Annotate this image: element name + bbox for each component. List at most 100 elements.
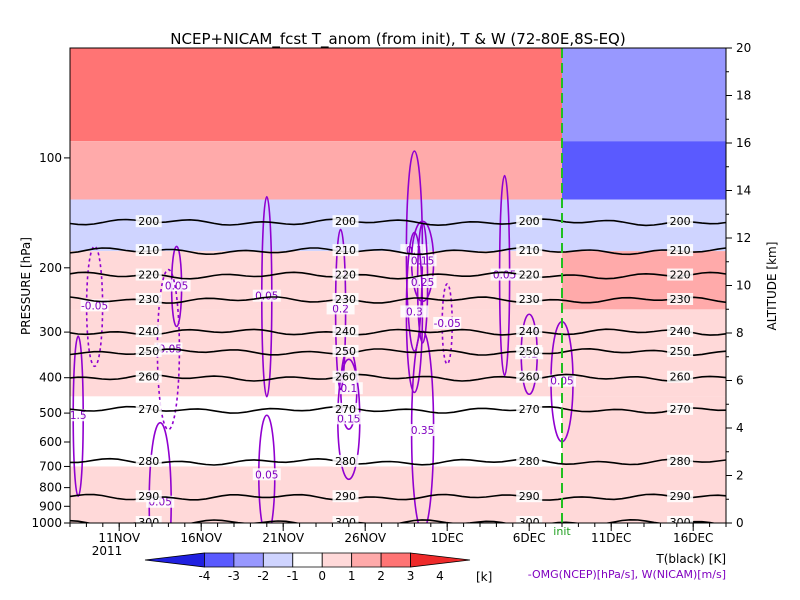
temperature-label-bg <box>516 370 543 383</box>
colorbar-tick-label: 2 <box>377 569 385 583</box>
temperature-label-260: 260 <box>670 371 691 384</box>
chart-title: NCEP+NICAM_fcst T_anom (from init), T & … <box>170 30 625 49</box>
temperature-contour-280 <box>70 457 726 466</box>
temperature-label-200: 200 <box>335 215 356 228</box>
anomaly-band-post-0 <box>562 48 726 142</box>
w-label: 0.05 <box>165 280 188 292</box>
altitude-tick-label: 12 <box>736 231 751 245</box>
colorbar-swatch <box>410 552 471 568</box>
colorbar-tick-label: 1 <box>348 569 356 583</box>
w-label-bg <box>400 305 429 318</box>
w-label: 0.2 <box>332 303 349 315</box>
colorbar: -4 -3 -2 -1 0 1 2 3 4 <box>144 552 471 583</box>
temperature-label-210: 210 <box>670 244 691 257</box>
legend-temperature: T(black) [K] <box>655 552 726 566</box>
temperature-label-260: 260 <box>335 371 356 384</box>
pressure-axis-label: PRESSURE [hPa] <box>19 237 33 335</box>
w-label: 0.3 <box>406 306 423 318</box>
w-label-bg <box>334 412 363 425</box>
w-label: 0.1 <box>340 383 357 395</box>
altitude-tick-label: 20 <box>736 41 751 55</box>
w-label: 1.5 <box>70 410 87 422</box>
pressure-tick-label: 700 <box>39 459 62 473</box>
temperature-label-220: 220 <box>519 269 540 282</box>
pressure-tick-label: 900 <box>39 499 62 513</box>
temperature-label-200: 200 <box>670 215 691 228</box>
temperature-label-bg <box>332 244 359 257</box>
temperature-label-bg <box>135 325 162 338</box>
temperature-label-bg <box>516 454 543 467</box>
temperature-label-bg <box>332 215 359 228</box>
temperature-label-290: 290 <box>519 490 540 503</box>
x-axis: 11NOV 16NOV 21NOV 26NOV 1DEC 6DEC 11DEC 16DEC <box>69 523 727 545</box>
temperature-label-bg <box>135 454 162 467</box>
temperature-contour-260 <box>70 373 726 382</box>
temperature-label-bg <box>332 344 359 357</box>
pressure-tick-label: 300 <box>39 325 62 339</box>
temperature-label-300: 300 <box>138 516 159 529</box>
w-label: 0.05 <box>493 270 516 282</box>
altitude-tick-label: 14 <box>736 184 751 198</box>
anomaly-band-pre-1 <box>70 141 562 200</box>
temperature-label-bg <box>516 402 543 415</box>
temperature-label-290: 290 <box>670 490 691 503</box>
w-label-bg <box>326 302 355 315</box>
temperature-label-240: 240 <box>670 325 691 338</box>
temperature-label-bg <box>667 370 694 383</box>
anomaly-band-post-3 <box>562 251 726 310</box>
temperature-label-bg <box>135 516 162 523</box>
temperature-label-bg <box>135 490 162 503</box>
temperature-label-bg <box>667 292 694 305</box>
w-label: 0.35 <box>411 425 434 437</box>
temperature-label-bg <box>667 244 694 257</box>
w-label-bg <box>408 424 437 437</box>
temperature-label-bg <box>332 490 359 503</box>
temperature-contour-200 <box>70 218 726 227</box>
w-label-bg <box>408 254 437 267</box>
temperature-label-bg <box>516 490 543 503</box>
w-label: -0.05 <box>434 318 461 330</box>
temperature-label-230: 230 <box>335 293 356 306</box>
temperature-label-bg <box>332 370 359 383</box>
temperature-label-280: 280 <box>335 455 356 468</box>
temperature-label-210: 210 <box>519 244 540 257</box>
temperature-label-bg <box>667 268 694 281</box>
temperature-label-bg <box>516 516 543 523</box>
w-label: -0.05 <box>81 300 108 312</box>
pressure-tick-label: 200 <box>39 261 62 275</box>
temperature-label-bg <box>332 268 359 281</box>
temperature-label-240: 240 <box>138 325 159 338</box>
temperature-label-270: 270 <box>138 403 159 416</box>
w-label-bg <box>70 409 93 422</box>
temperature-label-250: 250 <box>335 345 356 358</box>
temperature-label-bg <box>332 325 359 338</box>
temperature-label-210: 210 <box>335 244 356 257</box>
colorbar-swatch <box>144 552 205 568</box>
temperature-label-bg <box>135 215 162 228</box>
temperature-contour-220 <box>70 271 726 280</box>
temperature-label-300: 300 <box>335 516 356 529</box>
x-tick-label: 26NOV <box>344 531 386 545</box>
anomaly-band-post-4 <box>562 309 726 397</box>
temperature-label-bg <box>667 490 694 503</box>
altitude-tick-label: 0 <box>736 516 744 530</box>
anomaly-band-pre-0 <box>70 48 562 142</box>
temperature-label-200: 200 <box>519 215 540 228</box>
temperature-label-bg <box>135 370 162 383</box>
altitude-tick-label: 16 <box>736 136 751 150</box>
temperature-label-bg <box>135 344 162 357</box>
colorbar-unit: [k] <box>476 570 492 584</box>
w-label-bg <box>252 468 281 481</box>
temperature-label-300: 300 <box>670 516 691 529</box>
temperature-contour-230 <box>70 296 726 304</box>
temperature-label-230: 230 <box>519 293 540 306</box>
colorbar-tick-label: 0 <box>318 569 326 583</box>
pressure-tick-label: 600 <box>39 435 62 449</box>
anomaly-band-post-1 <box>562 141 726 200</box>
temperature-contour-290 <box>70 493 726 501</box>
altitude-axis: 0 2 4 6 8 10 12 14 16 18 20 <box>726 41 751 530</box>
temperature-label-bg <box>135 402 162 415</box>
temperature-label-200: 200 <box>138 215 159 228</box>
temperature-label-290: 290 <box>138 490 159 503</box>
temperature-label-240: 240 <box>519 325 540 338</box>
